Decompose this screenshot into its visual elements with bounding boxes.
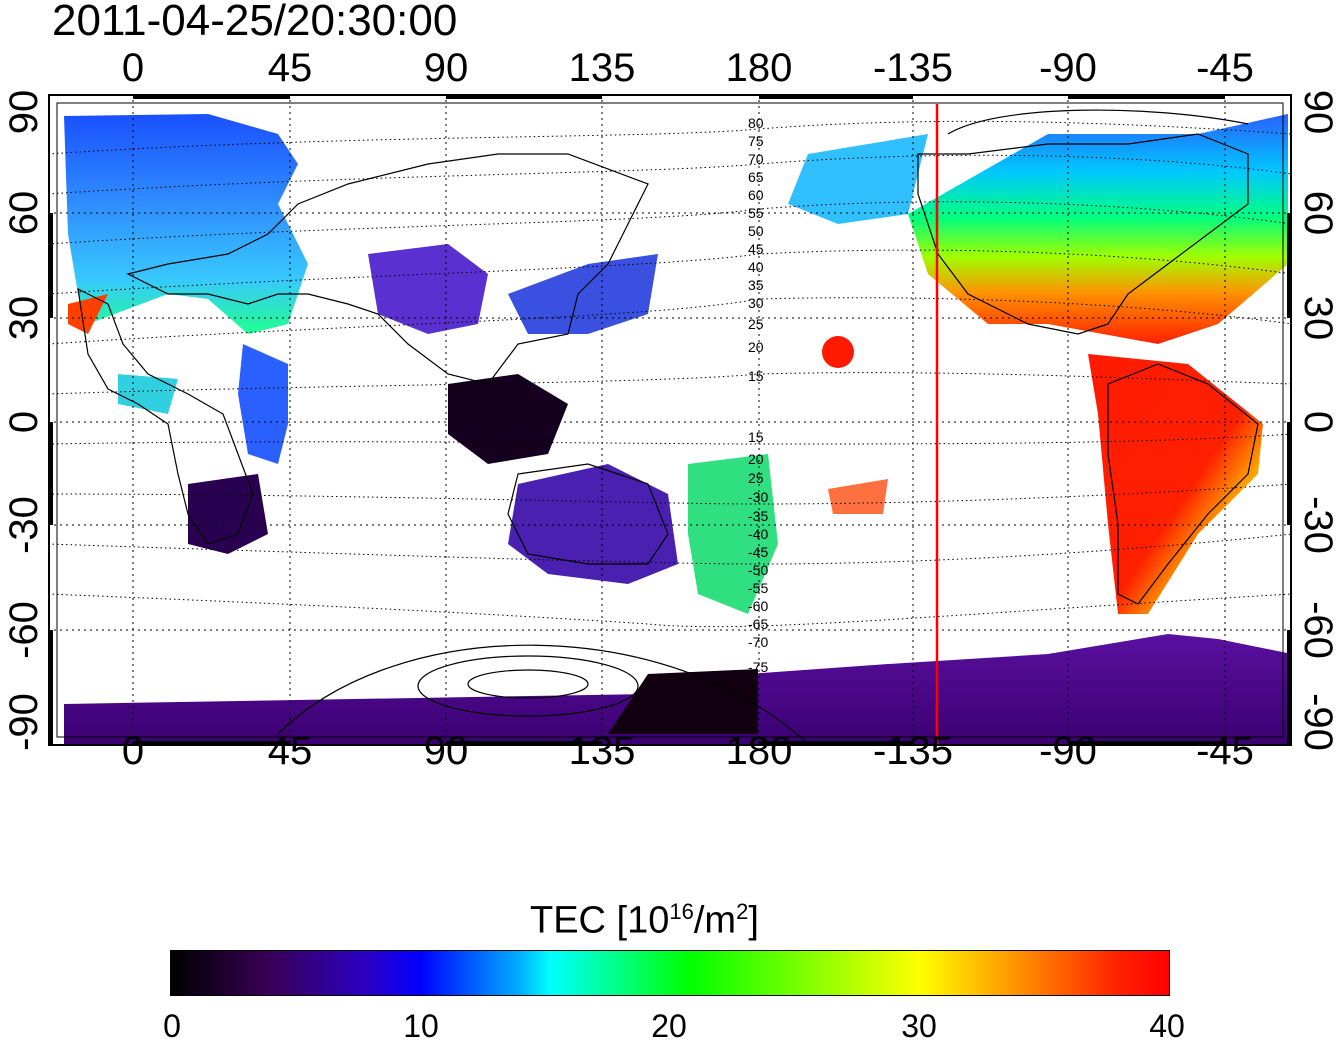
top-tick-135: 135 [568, 46, 636, 90]
right-tick-neg90: -90 [1296, 693, 1340, 751]
contour-label: 50 [748, 223, 764, 239]
colorbar [170, 950, 1170, 996]
magnetic-contours [48, 120, 1292, 628]
tec-region-africa [238, 344, 288, 464]
tec-region-east-asia [508, 254, 658, 334]
top-tick-neg135: -135 [872, 46, 954, 90]
contour-label: -60 [748, 598, 768, 614]
colorbar-tick-30: 30 [901, 1008, 937, 1044]
colorbar-tick-0: 0 [163, 1008, 181, 1044]
left-tick-neg60: -60 [2, 601, 46, 659]
tec-region-central-asia [368, 244, 488, 334]
contour-label: 60 [748, 187, 764, 203]
frame-ticks [48, 94, 1292, 746]
contour-label: 45 [748, 241, 764, 257]
left-tick-30: 30 [2, 295, 46, 341]
top-tick-neg90: -90 [1039, 46, 1097, 90]
tec-world-map: 80 75 70 65 60 55 50 45 40 35 30 25 20 1… [48, 94, 1292, 746]
contour-label: 70 [748, 151, 764, 167]
tec-region-south-america [1088, 354, 1263, 614]
colorbar-tick-40: 40 [1149, 1008, 1185, 1044]
bottom-tick-neg90: -90 [1039, 729, 1097, 773]
contour-label: 25 [748, 316, 764, 332]
contour-label: -65 [748, 616, 768, 632]
contour-label: 75 [748, 133, 764, 149]
bottom-tick-neg45: -45 [1196, 729, 1254, 773]
map-frame [48, 94, 1292, 746]
contour-label: -50 [748, 562, 768, 578]
colorbar-title: TEC [1016/m2] [530, 890, 759, 943]
tec-spots-pacific-south [828, 479, 888, 514]
contour-label: -40 [748, 526, 768, 542]
contour-label: 65 [748, 169, 764, 185]
left-tick-60: 60 [2, 190, 46, 236]
contour-label: -45 [748, 544, 768, 560]
tec-region-south-africa [188, 474, 268, 554]
contour-label: -55 [748, 580, 768, 596]
contour-label: 40 [748, 259, 764, 275]
tec-region-north-africa [68, 294, 108, 334]
left-tick-0: 0 [2, 410, 46, 434]
tec-region-alaska-canada [788, 134, 928, 224]
contour-label: 35 [748, 277, 764, 293]
colorbar-title-unit: /m [693, 899, 737, 942]
top-tick-90: 90 [423, 46, 469, 90]
bottom-tick-45: 45 [267, 729, 313, 773]
right-tick-30: 30 [1296, 295, 1340, 341]
colorbar-tick-20: 20 [651, 1008, 687, 1044]
map-inner-frame [56, 102, 1284, 738]
right-tick-60: 60 [1296, 190, 1340, 236]
magnetic-pole-contours [277, 109, 1249, 745]
colorbar-title-close: ] [748, 899, 759, 942]
right-tick-neg60: -60 [1296, 601, 1340, 659]
top-tick-45: 45 [267, 46, 313, 90]
tec-spot-pacific [822, 336, 854, 368]
contour-label: 20 [748, 451, 764, 467]
bottom-tick-0: 0 [121, 729, 145, 773]
tec-region-southeast-asia [448, 374, 568, 464]
colorbar-title-exp: 16 [669, 899, 694, 924]
bottom-tick-135: 135 [568, 729, 636, 773]
top-tick-neg45: -45 [1196, 46, 1254, 90]
contour-label: -35 [748, 508, 768, 524]
colorbar-title-unit-exp: 2 [736, 899, 749, 924]
tec-region-europe [64, 114, 308, 334]
right-tick-0: 0 [1296, 410, 1340, 434]
tec-region-australia [508, 464, 678, 584]
timestamp-title: 2011-04-25/20:30:00 [52, 0, 458, 45]
contour-label: -70 [748, 634, 768, 650]
left-tick-90: 90 [2, 89, 46, 135]
top-tick-180: 180 [725, 46, 793, 90]
left-tick-neg30: -30 [2, 496, 46, 554]
contour-label: 20 [748, 339, 764, 355]
graticule [48, 94, 1292, 746]
right-tick-neg30: -30 [1296, 496, 1340, 554]
contour-label: -30 [748, 489, 768, 505]
bottom-tick-180: 180 [725, 729, 793, 773]
coastlines [77, 133, 1259, 605]
tec-data-layer [64, 114, 1292, 746]
colorbar-tick-10: 10 [403, 1008, 439, 1044]
contour-label: -75 [748, 659, 768, 675]
colorbar-title-text: TEC [10 [530, 899, 670, 942]
tec-region-nz-pacific [688, 454, 778, 614]
contour-label: 15 [748, 368, 764, 384]
bottom-tick-90: 90 [423, 729, 469, 773]
contour-label: 15 [748, 429, 764, 445]
contour-label: 55 [748, 205, 764, 221]
contour-label: 80 [748, 115, 764, 131]
contour-label: 30 [748, 295, 764, 311]
right-tick-90: 90 [1296, 89, 1340, 135]
bottom-tick-neg135: -135 [872, 729, 954, 773]
top-tick-0: 0 [121, 46, 145, 90]
left-tick-neg90: -90 [2, 693, 46, 751]
tec-region-north-america [908, 114, 1288, 344]
contour-label: 25 [748, 470, 764, 486]
